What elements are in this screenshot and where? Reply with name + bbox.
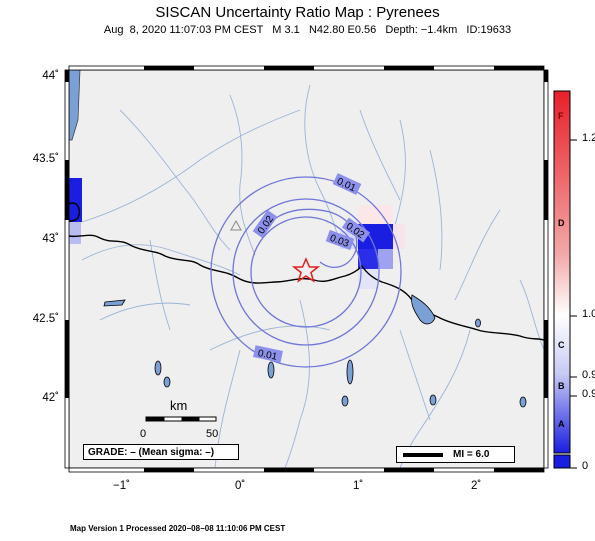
map-frame <box>64 65 549 473</box>
star-icon[interactable] <box>291 257 321 283</box>
colorbar-min-swatch <box>553 454 571 469</box>
scale-start: 0 <box>140 428 147 440</box>
colorbar <box>553 90 571 454</box>
scale-end: 50 <box>206 428 219 440</box>
colorbar-grade: B <box>558 381 565 391</box>
processing-info: Map Version 1 Processed 2020−08−08 11:10… <box>70 524 286 533</box>
colorbar-value: 1.2 <box>582 132 595 144</box>
event-info: Aug 8, 2020 11:07:03 PM CEST M 3.1 N42.8… <box>103 24 512 36</box>
lat-tick-label: 43˚ <box>42 233 59 245</box>
colorbar-grade: D <box>558 218 565 228</box>
lon-tick-label: 1˚ <box>353 480 364 492</box>
lon-tick-label: 0˚ <box>235 480 246 492</box>
colorbar-grade: C <box>558 340 565 350</box>
colorbar-ticks <box>570 139 577 469</box>
sea-area <box>69 70 81 141</box>
mi-label: MI = 6.0 <box>453 449 490 460</box>
uncertainty-cells <box>340 205 405 289</box>
scale-unit: km <box>170 398 188 413</box>
lat-tick-label: 44˚ <box>42 70 59 82</box>
contour-label: 0.01 <box>253 345 283 363</box>
coast-cell-light <box>69 222 81 244</box>
mi-legend: MI = 6.0 <box>396 446 515 463</box>
land-area <box>68 69 545 469</box>
grade-legend: GRADE: – (Mean sigma: –) <box>83 444 239 460</box>
lakes <box>103 294 527 408</box>
map-title: SISCAN Uncertainty Ratio Map : Pyrenees <box>155 4 440 21</box>
coastline <box>69 202 80 223</box>
lat-tick-label: 43.5˚ <box>32 153 59 165</box>
colorbar-value: 1.0 <box>582 308 595 320</box>
contour-label-text: 0.01 <box>257 348 279 363</box>
lon-tick-label: 2˚ <box>471 480 482 492</box>
colorbar-grade: A <box>558 419 565 429</box>
scale-bar <box>145 416 217 422</box>
colorbar-value: 0.9 <box>582 369 595 381</box>
lon-tick-label: −1˚ <box>113 480 130 492</box>
colorbar-value: 0.9 <box>582 388 595 400</box>
colorbar-grade: F <box>558 111 564 121</box>
border-line <box>69 234 544 341</box>
mi-line-icon <box>403 453 443 457</box>
lat-tick-label: 42˚ <box>42 392 59 404</box>
rivers <box>81 84 544 468</box>
coast-cell <box>69 178 82 222</box>
triangle-icon[interactable] <box>230 219 242 231</box>
lat-tick-label: 42.5˚ <box>32 313 59 325</box>
colorbar-value: 0 <box>582 460 589 472</box>
